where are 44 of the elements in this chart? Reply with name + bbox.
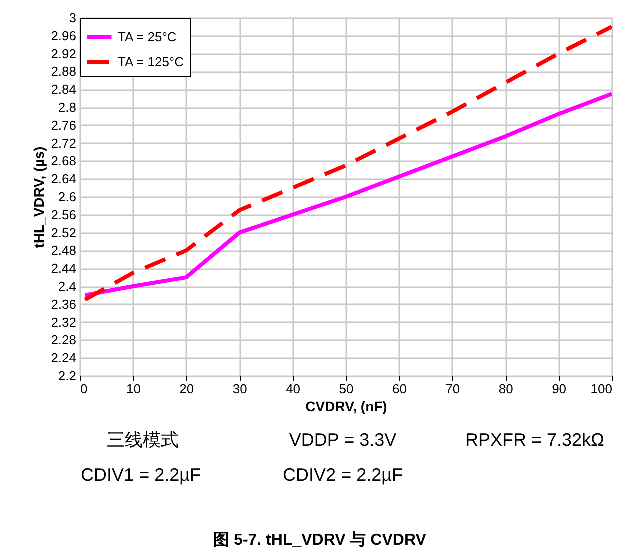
y-tick-label: 2.32: [51, 314, 76, 330]
y-tick-label: 2.4: [58, 279, 76, 294]
y-tick-label: 2.96: [51, 28, 76, 44]
x-tick-label: 60: [392, 382, 407, 396]
y-tick-label: 2.52: [51, 225, 76, 240]
text: 图 5-7. tHL_VDRV 与 CVDRV: [214, 531, 427, 549]
text: VDDP = 3.3V: [289, 430, 397, 450]
x-tick-label: 50: [339, 382, 354, 396]
legend-label: TA = 25°C: [118, 30, 177, 44]
y-tick-label: 2.6: [58, 190, 76, 204]
y-tick-label: 2.76: [51, 118, 76, 133]
y-axis-title: tHL_VDRV, (µs): [31, 146, 48, 248]
text: 三线模式: [107, 430, 179, 450]
y-tick-label: 2.36: [51, 296, 76, 312]
x-axis-title: CVDRV, (nF): [306, 398, 388, 414]
x-tick-label: 20: [180, 382, 194, 396]
text: RPXFR = 7.32kΩ: [465, 430, 605, 450]
x-tick-label: 70: [446, 382, 460, 396]
y-tick-label: 2.2: [58, 368, 76, 384]
x-tick-label: 90: [552, 382, 567, 396]
y-tick-label: 2.88: [51, 64, 76, 80]
y-tick-label: 2.24: [51, 350, 76, 366]
legend-label: TA = 125°C: [118, 54, 184, 70]
y-tick-label: 2.56: [51, 207, 76, 222]
text: CDIV1 = 2.2µF: [81, 465, 201, 485]
x-tick-label: 40: [286, 382, 301, 396]
y-tick-label: 2.28: [51, 332, 76, 348]
line-series: [83, 92, 612, 298]
x-tick-label: 100: [590, 382, 612, 396]
y-tick-label: 2.8: [58, 100, 76, 115]
y-tick-label: 2.68: [51, 154, 76, 169]
x-tick-label: 80: [498, 382, 514, 396]
y-tick-label: 2.44: [51, 261, 76, 276]
text: CDIV2 = 2.2µF: [283, 465, 403, 485]
y-tick-label: 2.64: [51, 172, 76, 187]
x-tick-label: 10: [126, 382, 141, 396]
y-tick-label: 3: [69, 10, 76, 26]
x-tick-label: 30: [232, 382, 248, 396]
y-tick-label: 2.92: [51, 46, 76, 62]
y-tick-label: 2.72: [51, 136, 76, 151]
line-series: [83, 24, 612, 302]
x-tick-label: 0: [80, 382, 88, 396]
y-tick-label: 2.84: [51, 82, 76, 98]
y-tick-label: 2.48: [51, 243, 76, 258]
